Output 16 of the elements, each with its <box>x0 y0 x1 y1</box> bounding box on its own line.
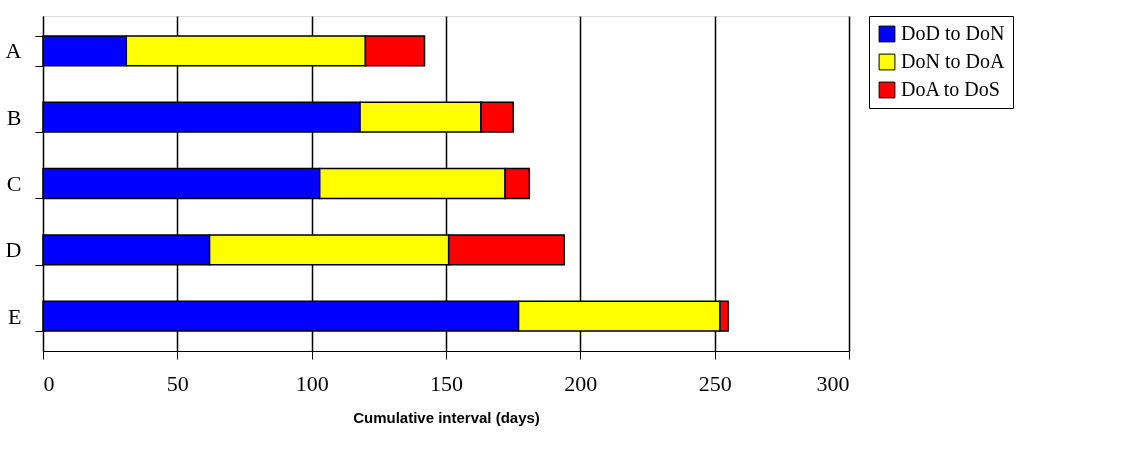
x-tick-label: 0 <box>43 370 55 396</box>
legend-label: DoA to DoS <box>901 78 1000 100</box>
y-tick-label: A <box>5 38 22 64</box>
x-tick-label: 50 <box>166 370 189 396</box>
legend-label: DoD to DoN <box>901 22 1005 44</box>
y-tick-label: E <box>8 303 22 329</box>
x-tick-label: 200 <box>564 370 598 396</box>
x-tick-label: 100 <box>295 370 329 396</box>
x-axis-title: Cumulative interval (days) <box>353 408 540 426</box>
x-tick-label: 250 <box>698 370 732 396</box>
x-tick-label: 150 <box>430 370 463 396</box>
x-tick-label: 300 <box>816 370 850 396</box>
y-tick-label: D <box>5 237 22 263</box>
legend-label: DoN to DoA <box>901 50 1005 72</box>
y-tick-label: B <box>6 104 22 130</box>
y-tick-label: C <box>6 171 22 196</box>
